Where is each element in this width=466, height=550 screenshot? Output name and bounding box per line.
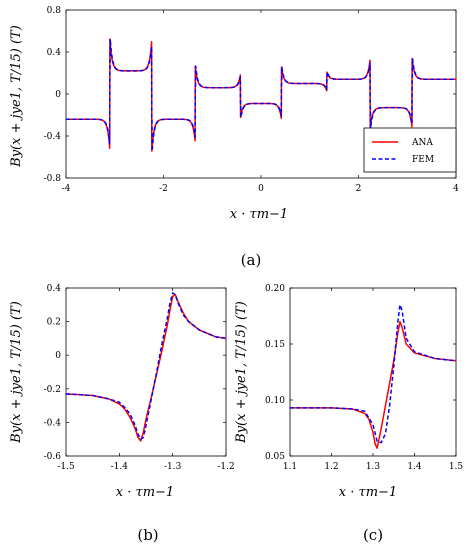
y-tick-label: 0 (55, 351, 61, 361)
series-fem-line (290, 304, 457, 444)
x-tick-label: 1.3 (366, 462, 381, 472)
ylabel-a: By(x + jye1, T/15) (T) (9, 25, 24, 168)
series-fem-line (65, 292, 227, 440)
y-tick-label: 0.4 (47, 48, 62, 58)
y-tick-label: 0.2 (47, 318, 61, 328)
y-tick-label: 0.15 (265, 340, 285, 350)
legend: ANA FEM (363, 127, 457, 173)
x-tick-label: 4 (453, 184, 459, 194)
x-tick-label: 2 (356, 184, 362, 194)
legend-fem-label: FEM (412, 155, 434, 165)
x-tick-label: 1.5 (449, 462, 464, 472)
legend-ana-label: ANA (411, 138, 433, 148)
legend-box (363, 127, 457, 173)
y-tick-label: 0 (55, 90, 61, 100)
xlabel-b: x · τm−1 (116, 485, 174, 500)
x-tick-label: 1.1 (283, 462, 297, 472)
y-tick-label: -0.2 (44, 385, 61, 395)
series-ana-line (65, 293, 227, 442)
panel-a: -4 -2 0 2 4 -0.8 -0.4 0 0.4 0.8 (44, 6, 459, 194)
x-tick-label: 1.4 (407, 462, 422, 472)
y-tick-label: 0.05 (265, 452, 285, 462)
panel-b: -1.5 -1.4 -1.3 -1.2 -0.6 -0.4 -0.2 0 0.2 0.4 (44, 284, 235, 472)
y-tick-label: -0.4 (44, 132, 62, 142)
x-tick-label: -1.3 (164, 462, 182, 472)
x-tick-label: -2 (159, 184, 168, 194)
series-ana-line (290, 320, 457, 449)
x-tick-label: 1.2 (324, 462, 338, 472)
caption-b: (b) (137, 526, 158, 544)
ylabel-c: By(x + jye1, T/15) (T) (234, 301, 249, 444)
x-tick-label: -4 (62, 184, 71, 194)
panel-c: 1.1 1.2 1.3 1.4 1.5 0.05 0.10 0.15 0.20 (265, 284, 463, 472)
y-tick-label: 0.8 (47, 6, 62, 16)
caption-a: (a) (241, 251, 262, 269)
xlabel-a: x · τm−1 (230, 207, 288, 222)
y-tick-label: 0.10 (265, 396, 285, 406)
series-fem-line (65, 38, 457, 152)
y-tick-label: -0.4 (44, 418, 62, 428)
y-tick-label: 0.20 (265, 284, 285, 294)
y-tick-label: -0.6 (44, 452, 62, 462)
x-tick-label: -1.4 (111, 462, 129, 472)
ylabel-b: By(x + jye1, T/15) (T) (9, 301, 24, 444)
plot-frame (65, 287, 227, 457)
x-tick-label: -1.5 (57, 462, 75, 472)
caption-c: (c) (363, 526, 383, 544)
x-tick-label: 0 (258, 184, 264, 194)
x-tick-label: -1.2 (217, 462, 234, 472)
y-tick-label: -0.8 (44, 174, 62, 184)
xlabel-c: x · τm−1 (339, 485, 397, 500)
y-tick-label: 0.4 (47, 284, 62, 294)
